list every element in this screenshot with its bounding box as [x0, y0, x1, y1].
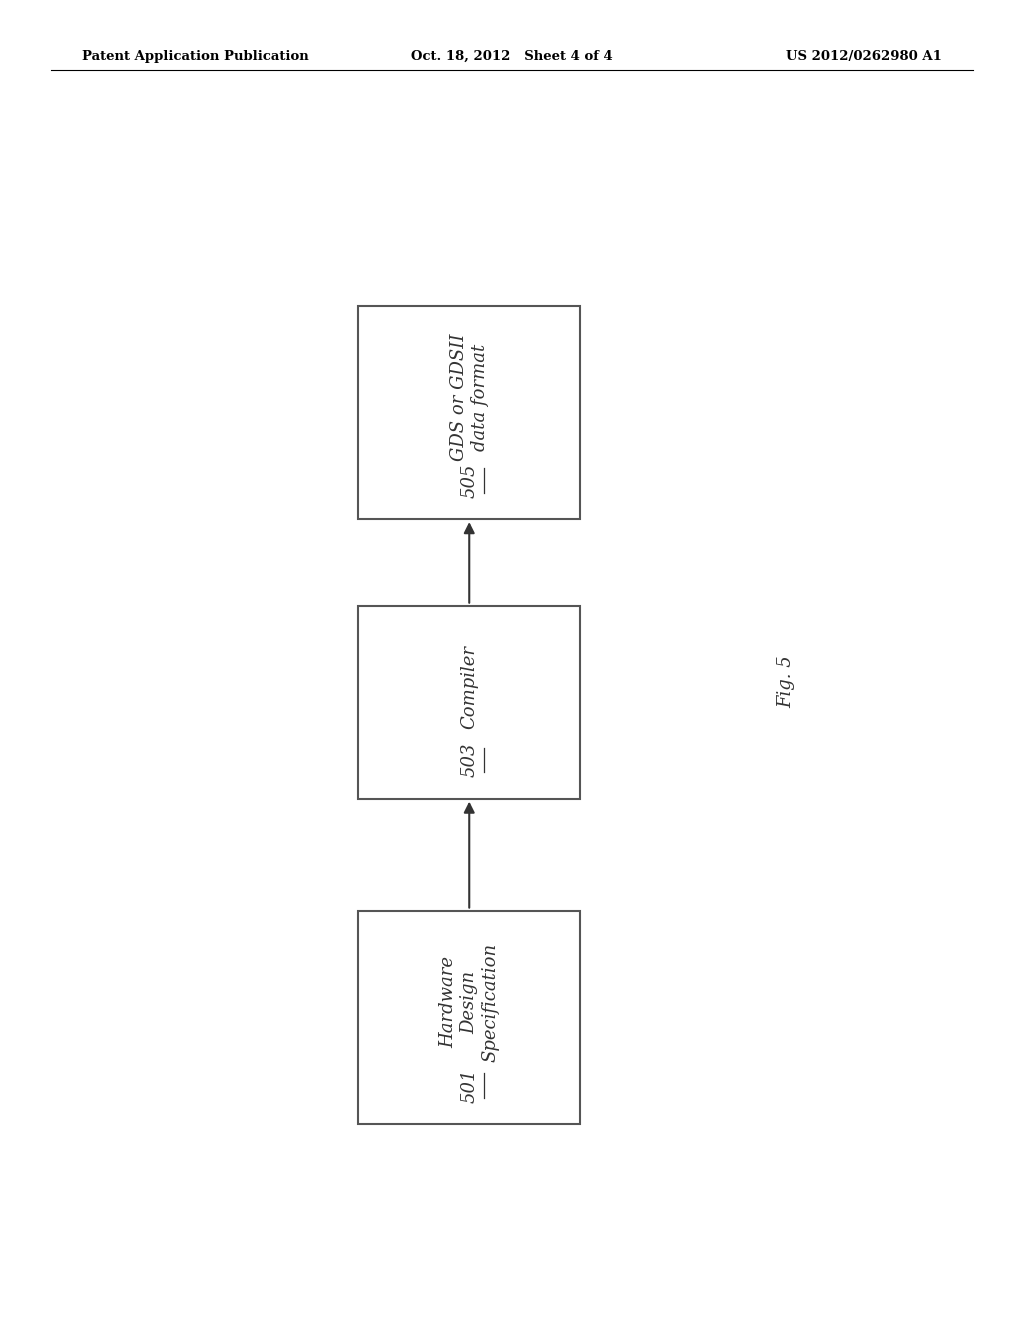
Text: Compiler: Compiler [460, 645, 478, 729]
Text: US 2012/0262980 A1: US 2012/0262980 A1 [786, 50, 942, 63]
Text: Fig. 5: Fig. 5 [777, 656, 796, 709]
Text: Patent Application Publication: Patent Application Publication [82, 50, 308, 63]
Text: GDS or GDSII
data format: GDS or GDSII data format [450, 334, 488, 461]
Text: 505: 505 [460, 463, 478, 498]
Bar [358, 911, 581, 1125]
Text: 501: 501 [460, 1068, 478, 1102]
Text: 503: 503 [460, 743, 478, 777]
Text: Oct. 18, 2012   Sheet 4 of 4: Oct. 18, 2012 Sheet 4 of 4 [411, 50, 613, 63]
Bar [358, 306, 581, 519]
Text: Hardware
Design
Specification: Hardware Design Specification [439, 942, 499, 1061]
Bar [358, 606, 581, 799]
